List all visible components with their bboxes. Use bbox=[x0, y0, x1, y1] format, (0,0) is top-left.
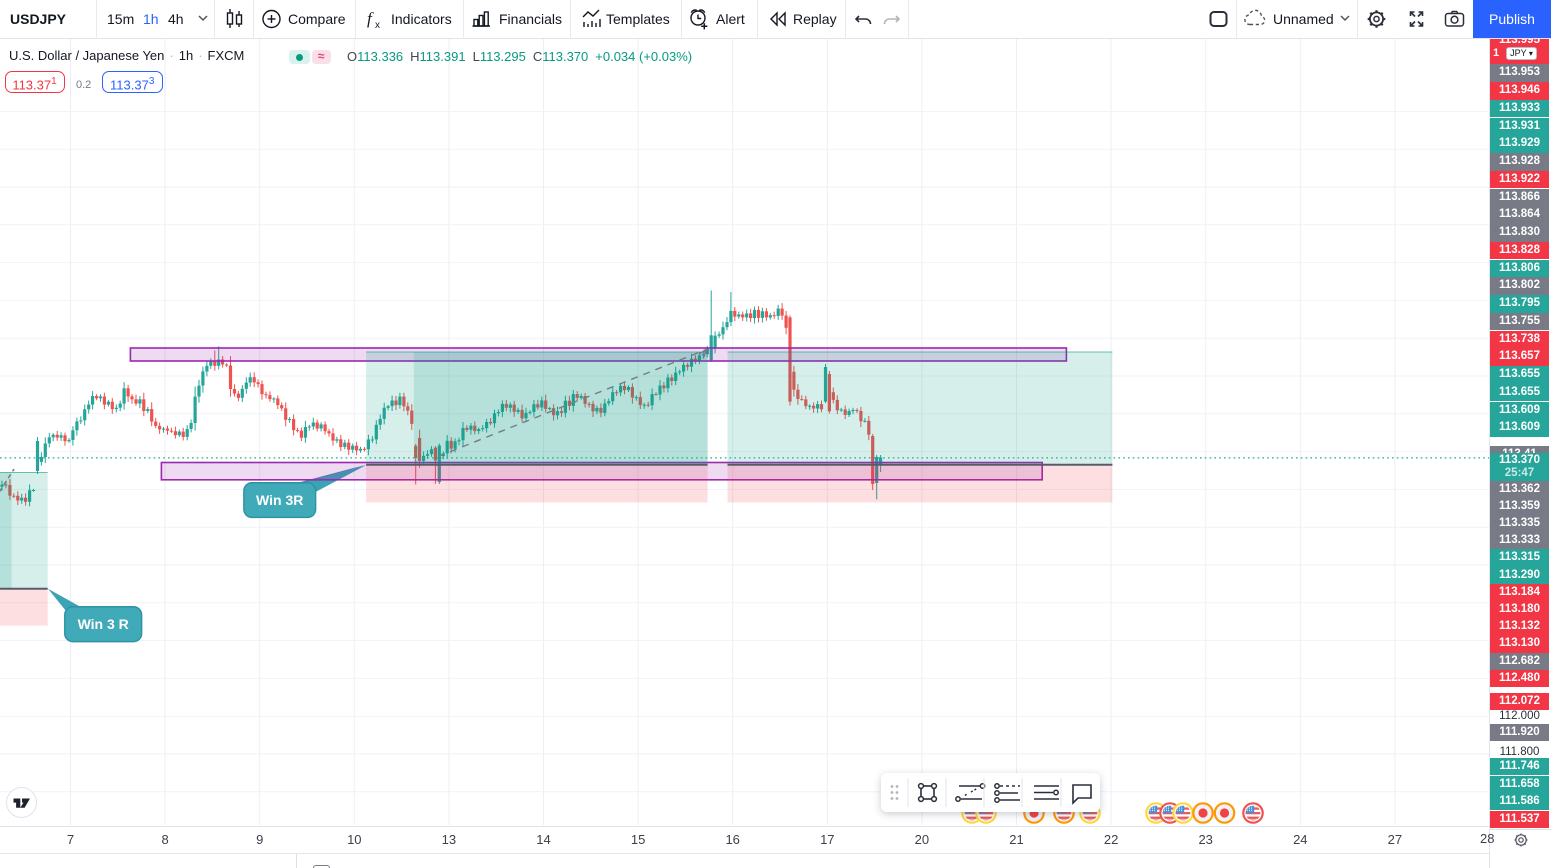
svg-text:x: x bbox=[375, 20, 380, 31]
svg-text:Win 3 R: Win 3 R bbox=[78, 616, 129, 632]
svg-text:Win 3R: Win 3R bbox=[256, 492, 303, 508]
svg-text:f: f bbox=[367, 9, 374, 28]
